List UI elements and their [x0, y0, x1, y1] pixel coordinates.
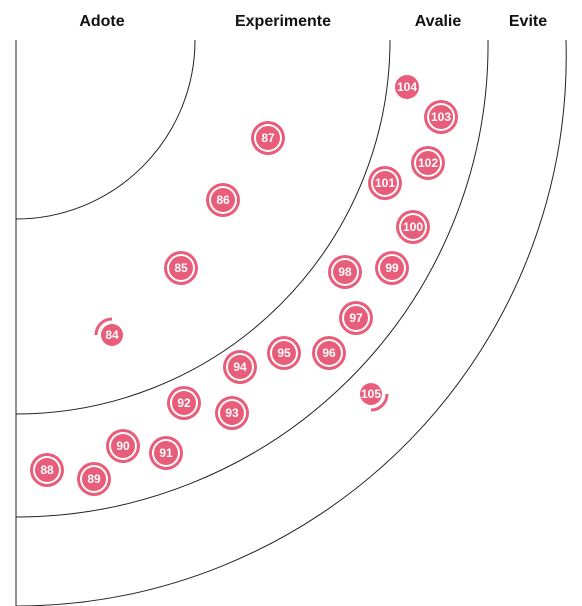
- blip-label: 100: [403, 220, 423, 234]
- blip-label: 95: [277, 346, 291, 360]
- blip-dot: [360, 383, 382, 405]
- blip-label: 97: [349, 311, 363, 325]
- ring-label-adote: Adote: [79, 13, 124, 30]
- blip-105[interactable]: 105: [360, 383, 389, 412]
- blip-new-arc: [94, 317, 113, 336]
- blip-label: 90: [116, 439, 130, 453]
- blip-label: 105: [361, 387, 381, 401]
- blip-101[interactable]: 101: [368, 166, 402, 200]
- ring-label-evite: Evite: [509, 13, 547, 30]
- blip-dot: [220, 401, 244, 425]
- blip-102[interactable]: 102: [411, 146, 445, 180]
- blip-dot: [211, 188, 235, 212]
- blip-99[interactable]: 99: [375, 251, 409, 285]
- blip-103[interactable]: 103: [424, 100, 458, 134]
- blip-dot: [401, 215, 425, 239]
- blip-dot: [344, 306, 368, 330]
- blip-dot: [101, 324, 123, 346]
- blip-dot: [172, 391, 196, 415]
- blip-dot: [429, 105, 453, 129]
- ring-boundary-evite: [15, 39, 567, 606]
- blip-90[interactable]: 90: [106, 429, 140, 463]
- blip-dot: [256, 126, 280, 150]
- blip-104[interactable]: 104: [395, 75, 419, 99]
- blip-label: 101: [375, 176, 395, 190]
- blip-label: 93: [225, 406, 239, 420]
- blip-88[interactable]: 88: [30, 453, 64, 487]
- blip-dot: [395, 75, 419, 99]
- blip-dot: [317, 341, 341, 365]
- blip-92[interactable]: 92: [167, 386, 201, 420]
- blip-dot: [154, 441, 178, 465]
- blip-label: 92: [177, 396, 191, 410]
- blip-label: 86: [216, 193, 230, 207]
- blip-label: 99: [385, 261, 399, 275]
- blip-new-arc: [370, 393, 389, 412]
- blip-94[interactable]: 94: [223, 350, 257, 384]
- blip-dot: [82, 467, 106, 491]
- blip-98[interactable]: 98: [328, 255, 362, 289]
- blip-dot: [373, 171, 397, 195]
- blip-label: 85: [174, 261, 188, 275]
- blip-86[interactable]: 86: [206, 183, 240, 217]
- blip-label: 96: [322, 346, 336, 360]
- blip-dot: [380, 256, 404, 280]
- blip-dot: [333, 260, 357, 284]
- blip-84[interactable]: 84: [94, 317, 123, 346]
- blip-93[interactable]: 93: [215, 396, 249, 430]
- blip-dot: [35, 458, 59, 482]
- blip-100[interactable]: 100: [396, 210, 430, 244]
- ring-label-avalie: Avalie: [415, 13, 462, 30]
- blip-label: 102: [418, 156, 438, 170]
- blip-dot: [169, 256, 193, 280]
- blip-label: 104: [397, 80, 417, 94]
- ring-boundary-experimente: [15, 39, 391, 415]
- blip-label: 87: [261, 131, 275, 145]
- blip-label: 88: [40, 463, 54, 477]
- blip-85[interactable]: 85: [164, 251, 198, 285]
- blip-label: 91: [159, 446, 173, 460]
- ring-label-experimente: Experimente: [235, 13, 331, 30]
- blip-dot: [272, 341, 296, 365]
- blip-87[interactable]: 87: [251, 121, 285, 155]
- blip-label: 94: [233, 360, 247, 374]
- blip-91[interactable]: 91: [149, 436, 183, 470]
- blip-label: 98: [338, 265, 352, 279]
- blip-96[interactable]: 96: [312, 336, 346, 370]
- blip-label: 103: [431, 110, 451, 124]
- ring-boundary-adote: [15, 39, 196, 220]
- blip-89[interactable]: 89: [77, 462, 111, 496]
- blip-label: 84: [105, 328, 119, 342]
- blip-dot: [228, 355, 252, 379]
- blip-95[interactable]: 95: [267, 336, 301, 370]
- blip-label: 89: [87, 472, 101, 486]
- blip-97[interactable]: 97: [339, 301, 373, 335]
- ring-boundary-avalie: [15, 39, 489, 518]
- blip-dot: [416, 151, 440, 175]
- blip-dot: [111, 434, 135, 458]
